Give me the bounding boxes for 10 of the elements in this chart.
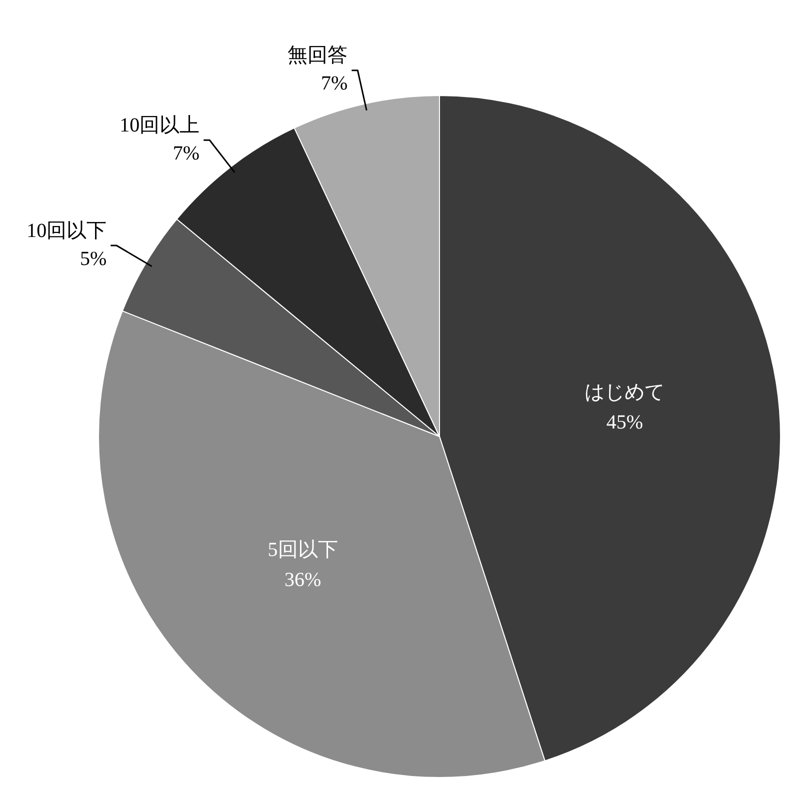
data-label: 5% bbox=[80, 248, 107, 270]
slice-label: 10回以上 bbox=[120, 114, 200, 136]
slice-label: はじめて bbox=[584, 381, 665, 404]
data-label: 7% bbox=[172, 142, 200, 164]
slice-label: 無回答 bbox=[288, 44, 348, 67]
slice-label: 5回以下 bbox=[268, 539, 338, 562]
data-label: 45% bbox=[606, 411, 644, 434]
data-label: 36% bbox=[284, 569, 322, 592]
data-label: 7% bbox=[321, 72, 348, 95]
slice-label: 10回以下 bbox=[26, 220, 107, 242]
